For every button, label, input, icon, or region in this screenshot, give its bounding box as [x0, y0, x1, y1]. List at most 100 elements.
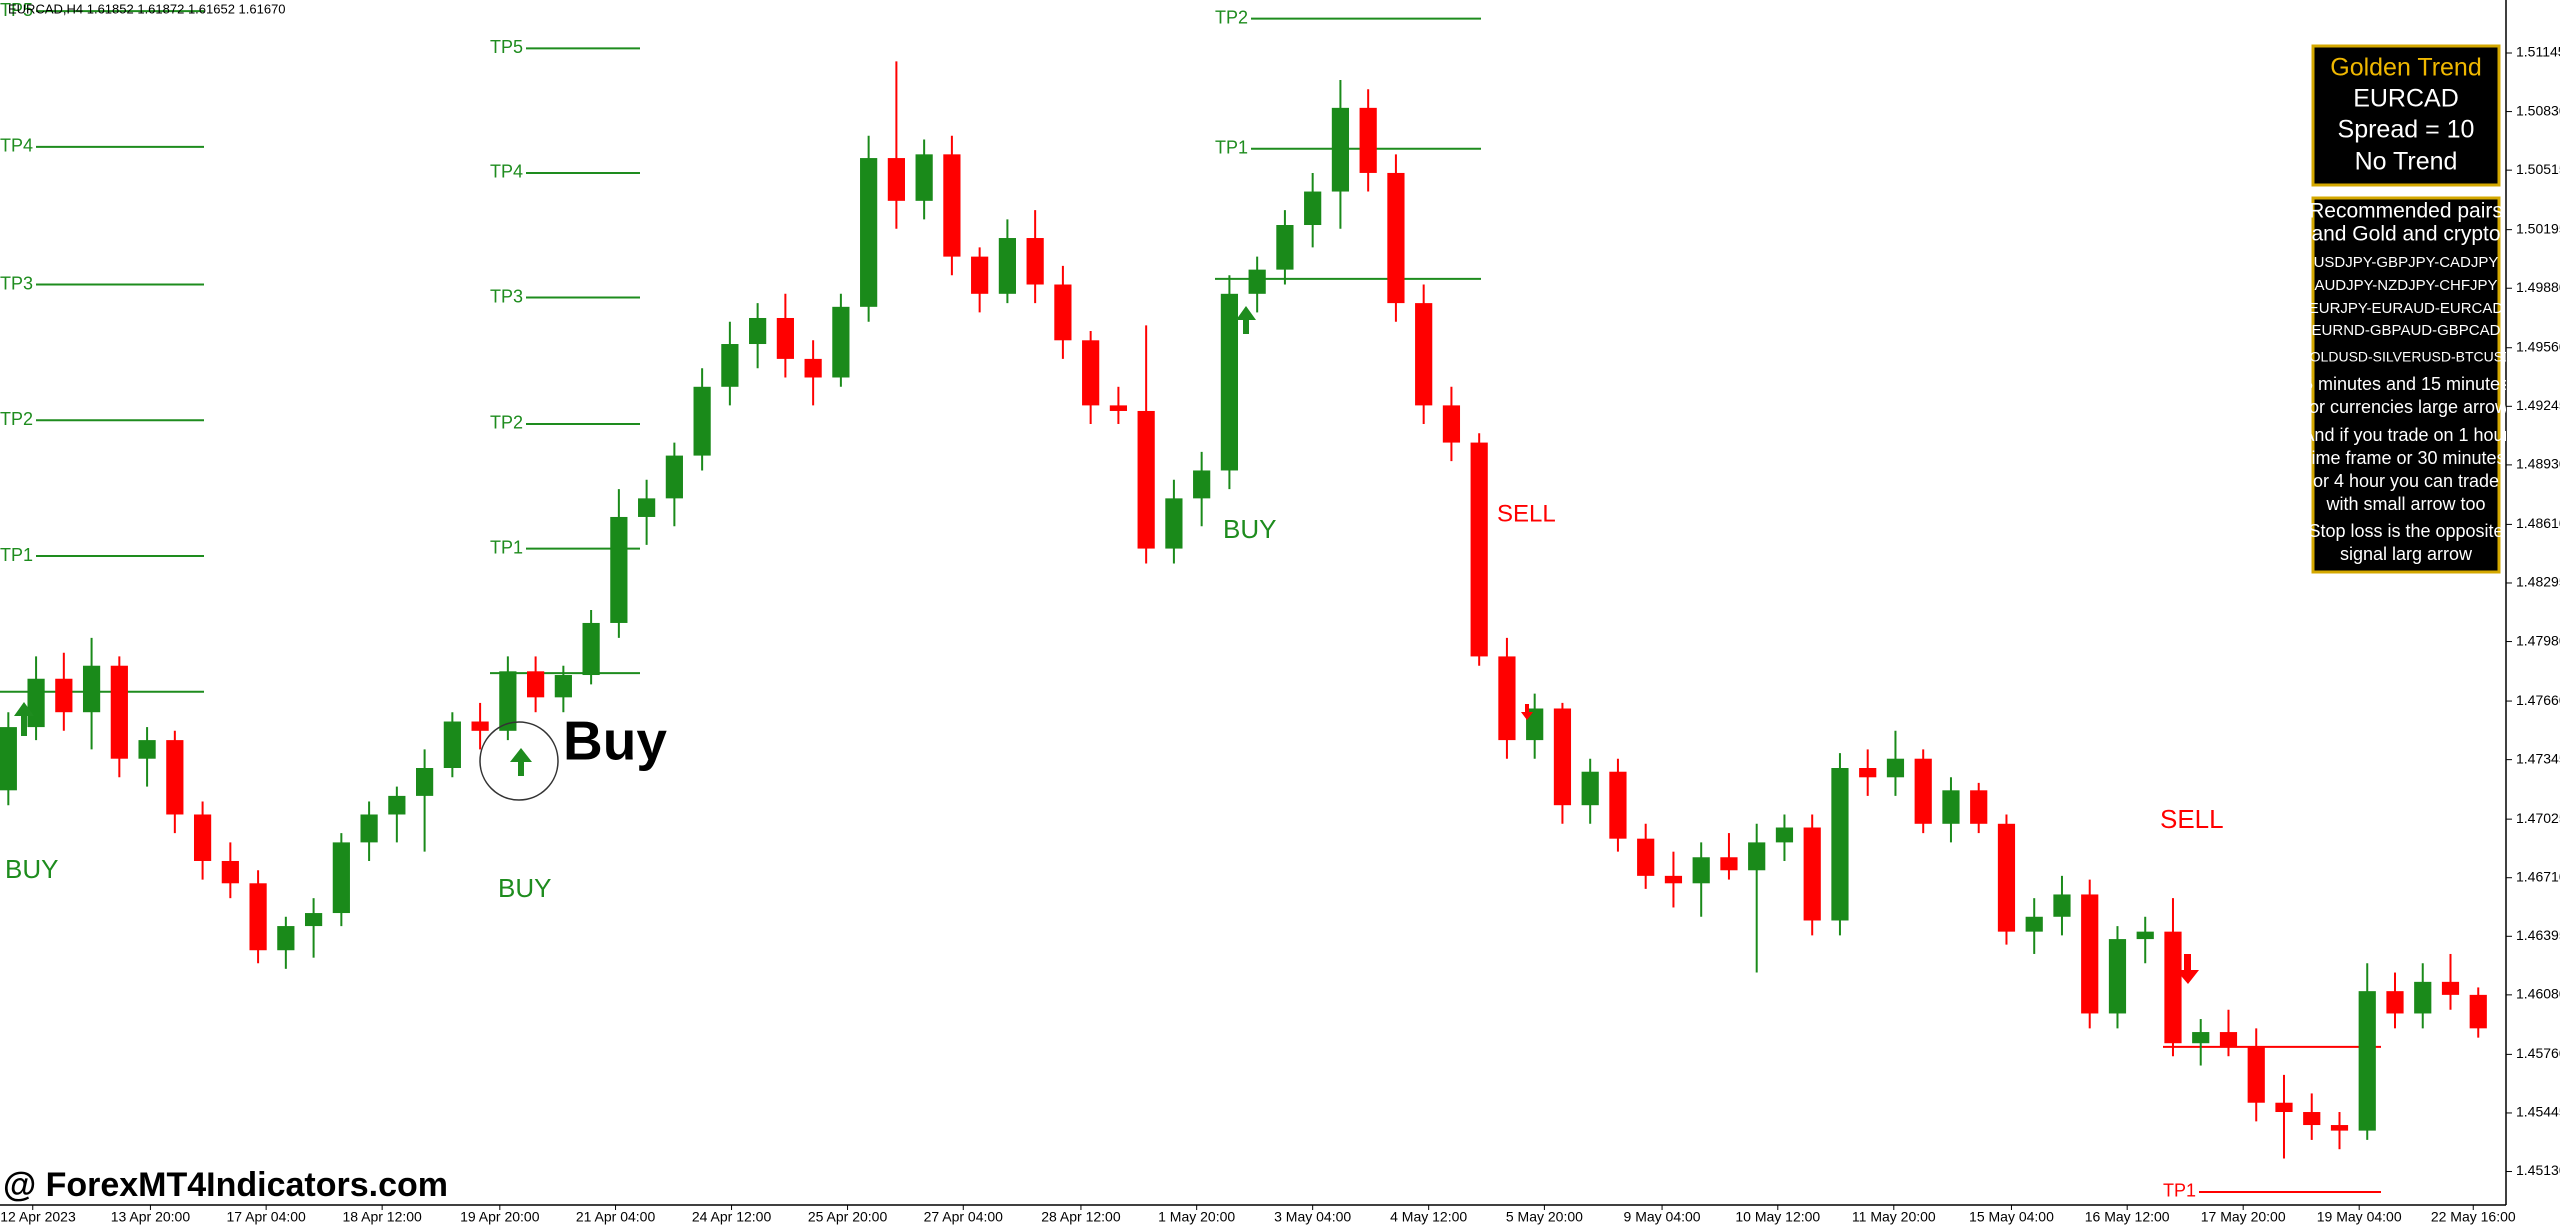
tp-label: TP1: [0, 545, 33, 565]
candle-body: [638, 498, 656, 517]
candle-body: [388, 795, 406, 815]
candle-body: [1498, 656, 1516, 741]
candle-body: [332, 842, 350, 914]
candle-body: [1720, 857, 1738, 871]
x-tick-label: 13 Apr 20:00: [111, 1209, 191, 1225]
x-tick-label: 27 Apr 04:00: [924, 1209, 1004, 1225]
sell-arrow: [2176, 954, 2199, 984]
candle-body: [527, 671, 545, 698]
y-tick-label: 1.49560: [2516, 338, 2560, 354]
candle-body: [2136, 931, 2154, 940]
candle-body: [249, 883, 267, 951]
candle-body: [665, 455, 683, 499]
y-tick-label: 1.49880: [2516, 279, 2560, 295]
candle-body: [416, 768, 434, 796]
trend-box: [2311, 44, 2501, 187]
candle-body: [2469, 994, 2487, 1029]
candle-body: [943, 154, 961, 257]
panel-note: time frame or 30 minutes: [2306, 448, 2505, 468]
candle-body: [2275, 1102, 2293, 1113]
candle-body: [499, 671, 517, 731]
x-tick-label: 18 Apr 12:00: [342, 1209, 422, 1225]
y-tick-label: 1.47660: [2516, 692, 2560, 708]
tp-label: TP4: [490, 162, 523, 182]
tp-label: TP2: [490, 413, 523, 433]
tp-label: TP3: [0, 273, 33, 293]
panel-note: for currencies large arrow: [2304, 397, 2509, 417]
candle-body: [1082, 340, 1100, 406]
x-tick-label: 19 Apr 20:00: [460, 1209, 540, 1225]
candle-body: [1220, 293, 1239, 471]
candle-body: [166, 740, 184, 815]
buy-arrow: [1236, 306, 1256, 334]
candle-body: [2025, 916, 2043, 932]
candle-body: [2303, 1112, 2321, 1126]
candle-body: [277, 926, 295, 951]
x-tick-label: 10 May 12:00: [1735, 1209, 1820, 1225]
y-tick-label: 1.45760: [2516, 1045, 2560, 1061]
panel-note: 5 minutes and 15 minutes: [2303, 374, 2509, 394]
buy-arrow: [510, 748, 532, 776]
candle-body: [2386, 991, 2404, 1014]
candle-body: [1526, 708, 1544, 741]
panel-note: EURND-GBPAUD-GBPCAD: [2312, 322, 2501, 339]
x-tick-label: 17 May 20:00: [2201, 1209, 2286, 1225]
y-tick-label: 1.48295: [2516, 574, 2560, 590]
candle-body: [2330, 1125, 2349, 1131]
x-tick-label: 3 May 04:00: [1274, 1209, 1351, 1225]
candle-body: [860, 158, 878, 307]
y-tick-label: 1.48610: [2516, 515, 2560, 531]
tp-label: TP1: [490, 537, 523, 557]
x-tick-label: 22 May 16:00: [2431, 1209, 2516, 1225]
signal-label: BUY: [5, 854, 58, 884]
candle-body: [1914, 758, 1932, 824]
y-tick-label: 1.47980: [2516, 632, 2560, 648]
signal-label: SELL: [1497, 500, 1556, 527]
candle-body: [1692, 857, 1710, 884]
candle-body: [1859, 768, 1877, 778]
symbol-header: EURCAD,H4 1.61852 1.61872 1.61652 1.6167…: [8, 1, 286, 16]
panel-title: Golden Trend: [2330, 54, 2482, 82]
panel-note: AUDJPY-NZDJPY-CHFJPY: [2314, 277, 2497, 294]
y-tick-label: 1.50195: [2516, 220, 2560, 236]
candle-body: [887, 158, 905, 201]
candle-body: [443, 721, 461, 769]
candle-body: [360, 814, 378, 843]
candle-body: [610, 516, 628, 623]
candle-body: [998, 238, 1016, 294]
candle-body: [1109, 405, 1128, 411]
x-tick-label: 12 Apr 2023: [0, 1209, 76, 1225]
info-panel: Golden Trend EURCAD Spread = 10 No Trend…: [2299, 44, 2509, 574]
panel-note: Stop loss is the opposite: [2308, 521, 2503, 541]
candle-body: [804, 358, 822, 378]
x-tick-label: 24 Apr 12:00: [692, 1209, 772, 1225]
candle-body: [1748, 842, 1766, 871]
candle-body: [582, 622, 600, 676]
candle-body: [138, 740, 156, 759]
candle-body: [1581, 771, 1599, 806]
y-tick-label: 1.50830: [2516, 102, 2560, 118]
candle-body: [1442, 405, 1461, 443]
panel-note: with small arrow too: [2325, 494, 2485, 514]
x-tick-label: 28 Apr 12:00: [1041, 1209, 1121, 1225]
tp-label: TP1: [2163, 1181, 2196, 1201]
candle-body: [749, 317, 767, 345]
y-tick-label: 1.45130: [2516, 1162, 2560, 1178]
candle-body: [27, 678, 45, 728]
tp-label: TP2: [0, 409, 33, 429]
candle-body: [1775, 827, 1794, 843]
candle-body: [1193, 470, 1211, 499]
highlight-circle: [479, 721, 559, 801]
candles: [0, 61, 2487, 1159]
tp-label: TP4: [0, 136, 33, 156]
panel-note: And if you trade on 1 hour: [2302, 425, 2509, 445]
y-tick-label: 1.46395: [2516, 927, 2560, 943]
candle-body: [2219, 1032, 2238, 1047]
x-tick-label: 1 May 20:00: [1158, 1209, 1235, 1225]
y-tick-label: 1.50515: [2516, 161, 2560, 177]
candle-body: [1054, 284, 1072, 341]
candle-body: [1415, 303, 1433, 406]
candle-body: [2414, 981, 2432, 1014]
candle-body: [1886, 758, 1905, 778]
